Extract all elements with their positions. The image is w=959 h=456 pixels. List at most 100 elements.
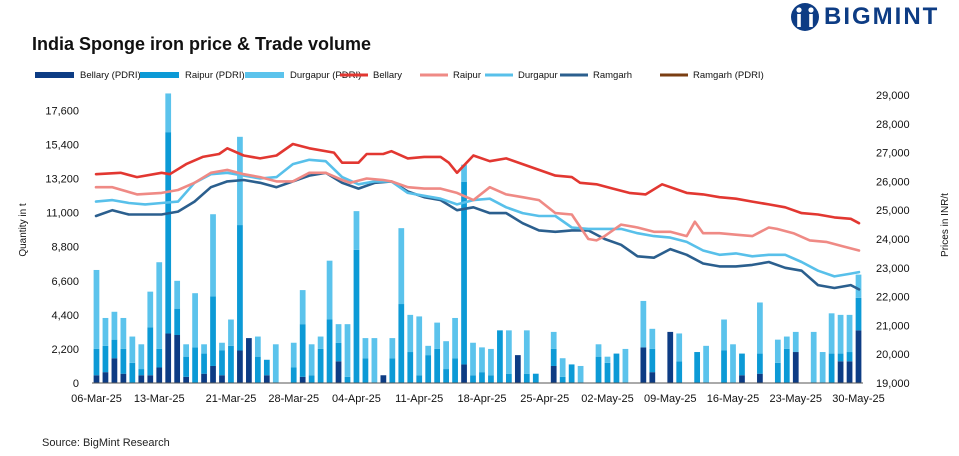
bar-durgapur-pdri	[434, 322, 441, 349]
bar-raipur-pdri	[568, 364, 575, 383]
bar-durgapur-pdri	[353, 211, 360, 250]
line-durgapur	[94, 158, 861, 278]
bar-raipur-pdri	[407, 352, 414, 383]
bar-durgapur-pdri	[757, 302, 763, 354]
bar-durgapur-pdri	[389, 338, 396, 359]
legend-label-bellary: Bellary	[373, 70, 402, 81]
bar-raipur-pdri	[353, 249, 360, 383]
y-right-tick-label: 25,000	[876, 205, 910, 217]
bar-durgapur-pdri	[344, 324, 351, 377]
y-left-tick-label: 8,800	[51, 242, 79, 254]
line-raipur	[94, 168, 861, 252]
bar-durgapur-pdri	[506, 330, 512, 374]
bar-raipur-pdri	[129, 362, 136, 383]
bar-durgapur-pdri	[604, 356, 611, 363]
bar-raipur-pdri	[237, 225, 243, 351]
bar-durgapur-pdri	[810, 331, 817, 383]
bar-raipur-pdri	[389, 358, 396, 383]
bar-raipur-pdri	[147, 327, 154, 376]
x-tick-label: 13-Mar-25	[134, 393, 185, 405]
bar-raipur-pdri	[201, 353, 207, 374]
bar-durgapur-pdri	[783, 336, 790, 349]
bar-durgapur-pdri	[326, 260, 333, 320]
bar-durgapur-pdri	[730, 344, 736, 383]
bar-durgapur-pdri	[622, 348, 629, 383]
bar-bellary-pdri	[640, 347, 647, 383]
line-ramgarh	[94, 171, 861, 291]
bar-raipur-pdri	[470, 375, 476, 383]
bar-durgapur-pdri	[559, 358, 566, 377]
bar-raipur-pdri	[479, 372, 485, 383]
bar-durgapur-pdri	[183, 344, 190, 357]
x-tick-label: 21-Mar-25	[206, 393, 257, 405]
bar-raipur-pdri	[523, 373, 530, 383]
bar-durgapur-pdri	[147, 291, 154, 328]
bar-durgapur-pdri	[649, 328, 656, 349]
bar-raipur-pdri	[452, 358, 458, 383]
x-tick-label: 09-May-25	[644, 393, 697, 405]
bar-bellary-pdri	[263, 375, 270, 383]
bar-durgapur-pdri	[362, 338, 369, 359]
bar-durgapur-pdri	[201, 344, 207, 354]
bar-durgapur-pdri	[488, 348, 494, 376]
y-right-tick-label: 22,000	[876, 292, 910, 304]
x-tick-label: 18-Apr-25	[458, 393, 507, 405]
y-right-tick-label: 21,000	[876, 320, 910, 332]
bar-durgapur-pdri	[425, 345, 432, 356]
bigmint-logo-icon	[791, 3, 819, 31]
bar-raipur-pdri	[739, 353, 745, 376]
legend-label-durgapur_pdri: Durgapur (PDRI)	[290, 70, 361, 81]
x-tick-label: 30-May-25	[832, 393, 885, 405]
bar-raipur-pdri	[846, 352, 853, 362]
bar-durgapur-pdri	[192, 293, 198, 348]
bar-durgapur-pdri	[102, 317, 109, 346]
y-left-tick-label: 17,600	[45, 105, 79, 117]
bar-bellary-pdri	[111, 358, 118, 383]
bar-durgapur-pdri	[550, 331, 557, 349]
bar-durgapur-pdri	[398, 228, 405, 305]
bar-durgapur-pdri	[299, 290, 306, 325]
y-left-tick-label: 0	[73, 378, 79, 390]
bar-durgapur-pdri	[721, 319, 727, 351]
bar-raipur-pdri	[174, 308, 181, 335]
bar-durgapur-pdri	[703, 345, 709, 383]
bar-raipur-pdri	[604, 362, 611, 383]
bar-bellary-pdri	[102, 372, 109, 383]
bar-bellary-pdri	[792, 352, 799, 383]
bar-bellary-pdri	[165, 333, 172, 383]
source-note: Source: BigMint Research	[42, 437, 170, 449]
y-right-tick-label: 23,000	[876, 263, 910, 275]
brand-name: BIGMINT	[824, 3, 940, 30]
bar-durgapur-pdri	[855, 274, 862, 298]
bar-raipur-pdri	[774, 362, 781, 383]
brand-logo: BIGMINT	[790, 0, 939, 34]
bar-raipur-pdri	[497, 330, 503, 383]
y-left-tick-label: 6,600	[51, 276, 79, 288]
bar-raipur-pdri	[326, 319, 333, 383]
bar-durgapur-pdri	[595, 344, 602, 357]
legend-label-raipur: Raipur	[453, 70, 481, 81]
y-left-tick-label: 15,400	[45, 140, 79, 152]
bar-raipur-pdri	[165, 132, 172, 334]
bar-raipur-pdri	[254, 356, 261, 383]
bar-durgapur-pdri	[156, 262, 163, 349]
bar-raipur-pdri	[559, 376, 566, 383]
bar-durgapur-pdri	[254, 336, 261, 357]
bar-raipur-pdri	[676, 361, 683, 383]
bar-durgapur-pdri	[640, 300, 647, 348]
y-right-tick-label: 19,000	[876, 378, 910, 390]
x-tick-label: 02-May-25	[581, 393, 634, 405]
bar-raipur-pdri	[837, 353, 844, 362]
bar-durgapur-pdri	[577, 365, 584, 383]
bar-bellary-pdri	[246, 338, 252, 383]
bar-bellary-pdri	[183, 376, 190, 383]
bar-durgapur-pdri	[443, 341, 449, 370]
bar-raipur-pdri	[317, 348, 324, 383]
bar-raipur-pdri	[299, 324, 306, 377]
bar-bellary-pdri	[174, 335, 181, 383]
x-tick-label: 16-May-25	[707, 393, 760, 405]
bar-raipur-pdri	[783, 348, 790, 383]
bar-bellary-pdri	[210, 365, 216, 383]
y-right-tick-label: 28,000	[876, 119, 910, 131]
